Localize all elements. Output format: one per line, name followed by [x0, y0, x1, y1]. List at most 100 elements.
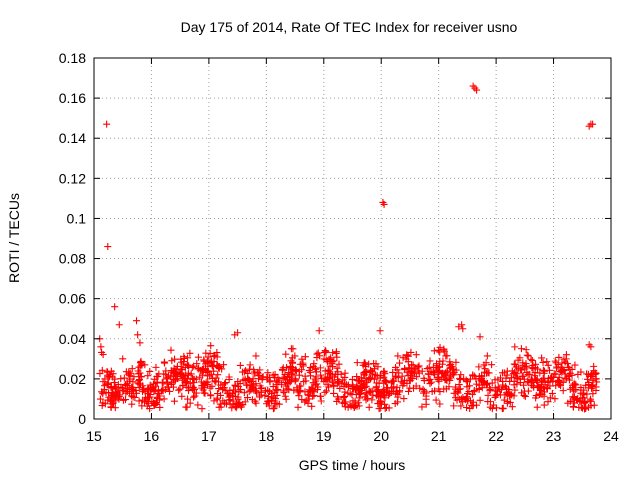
- data-point: [213, 394, 221, 402]
- data-point: [565, 376, 573, 384]
- data-point: [408, 369, 416, 377]
- data-point: [488, 405, 496, 413]
- data-point: [509, 370, 517, 378]
- data-point: [328, 371, 336, 379]
- data-point: [552, 382, 560, 390]
- y-tick-label: 0: [78, 411, 86, 427]
- data-point: [518, 389, 526, 397]
- data-point: [538, 354, 546, 362]
- data-point: [522, 360, 530, 368]
- data-point: [281, 392, 289, 400]
- data-point: [134, 331, 142, 339]
- data-point: [214, 371, 222, 379]
- data-point: [537, 386, 545, 394]
- data-point: [431, 387, 439, 395]
- data-point: [152, 400, 160, 408]
- data-point: [452, 358, 460, 366]
- data-point: [317, 371, 325, 379]
- data-point: [321, 388, 329, 396]
- data-point: [114, 381, 122, 389]
- data-point: [308, 383, 316, 391]
- y-tick-label: 0.02: [59, 371, 86, 387]
- data-point: [569, 403, 577, 411]
- data-point: [287, 357, 295, 365]
- data-point: [143, 398, 151, 406]
- data-point: [365, 403, 373, 411]
- data-point: [115, 321, 123, 329]
- data-point: [261, 387, 269, 395]
- data-point: [380, 379, 388, 387]
- data-point: [325, 374, 333, 382]
- data-point: [394, 352, 402, 360]
- data-point: [273, 400, 281, 408]
- data-point: [415, 362, 423, 370]
- data-point: [211, 377, 219, 385]
- data-point: [104, 380, 112, 388]
- data-point: [313, 386, 321, 394]
- data-point: [122, 368, 130, 376]
- data-point: [407, 348, 415, 356]
- data-point: [234, 393, 242, 401]
- data-point: [378, 400, 386, 408]
- data-point: [550, 370, 558, 378]
- data-point: [476, 396, 484, 404]
- data-point: [587, 343, 595, 351]
- data-point: [176, 385, 184, 393]
- data-point: [532, 394, 540, 402]
- data-point: [422, 400, 430, 408]
- data-point: [570, 393, 578, 401]
- data-point: [137, 360, 145, 368]
- data-point: [531, 372, 539, 380]
- data-point: [413, 373, 421, 381]
- data-point: [300, 378, 308, 386]
- data-point: [569, 385, 577, 393]
- data-point: [408, 361, 416, 369]
- data-point: [538, 390, 546, 398]
- y-tick-label: 0.06: [59, 291, 86, 307]
- data-point: [270, 404, 278, 412]
- data-point: [289, 345, 297, 353]
- data-point: [204, 359, 212, 367]
- data-point: [164, 378, 172, 386]
- data-point: [221, 379, 229, 387]
- data-point: [252, 352, 260, 360]
- data-point: [191, 392, 199, 400]
- data-point: [480, 361, 488, 369]
- data-point: [183, 383, 191, 391]
- data-point: [580, 394, 588, 402]
- data-point: [551, 357, 559, 365]
- x-tick-label: 21: [431, 428, 447, 444]
- data-point: [133, 317, 141, 325]
- data-point: [199, 367, 207, 375]
- data-point: [325, 383, 333, 391]
- data-point: [121, 381, 129, 389]
- data-point: [453, 388, 461, 396]
- data-point: [353, 359, 361, 367]
- data-point: [97, 343, 105, 351]
- data-point: [207, 342, 215, 350]
- data-point: [558, 367, 566, 375]
- data-point: [589, 120, 597, 128]
- data-point: [498, 404, 506, 412]
- data-point: [243, 394, 251, 402]
- data-point: [462, 376, 470, 384]
- data-point: [376, 389, 384, 397]
- data-point: [335, 378, 343, 386]
- data-point: [356, 390, 364, 398]
- data-point: [435, 363, 443, 371]
- data-point: [136, 339, 144, 347]
- data-point: [500, 369, 508, 377]
- data-point: [570, 399, 578, 407]
- data-point: [431, 369, 439, 377]
- data-point: [441, 370, 449, 378]
- x-tick-label: 22: [488, 428, 504, 444]
- data-point: [560, 355, 568, 363]
- data-point: [406, 377, 414, 385]
- data-point: [362, 363, 370, 371]
- data-point: [282, 350, 290, 358]
- data-point: [184, 354, 192, 362]
- data-point: [261, 392, 269, 400]
- data-point: [470, 386, 478, 394]
- data-point: [236, 361, 244, 369]
